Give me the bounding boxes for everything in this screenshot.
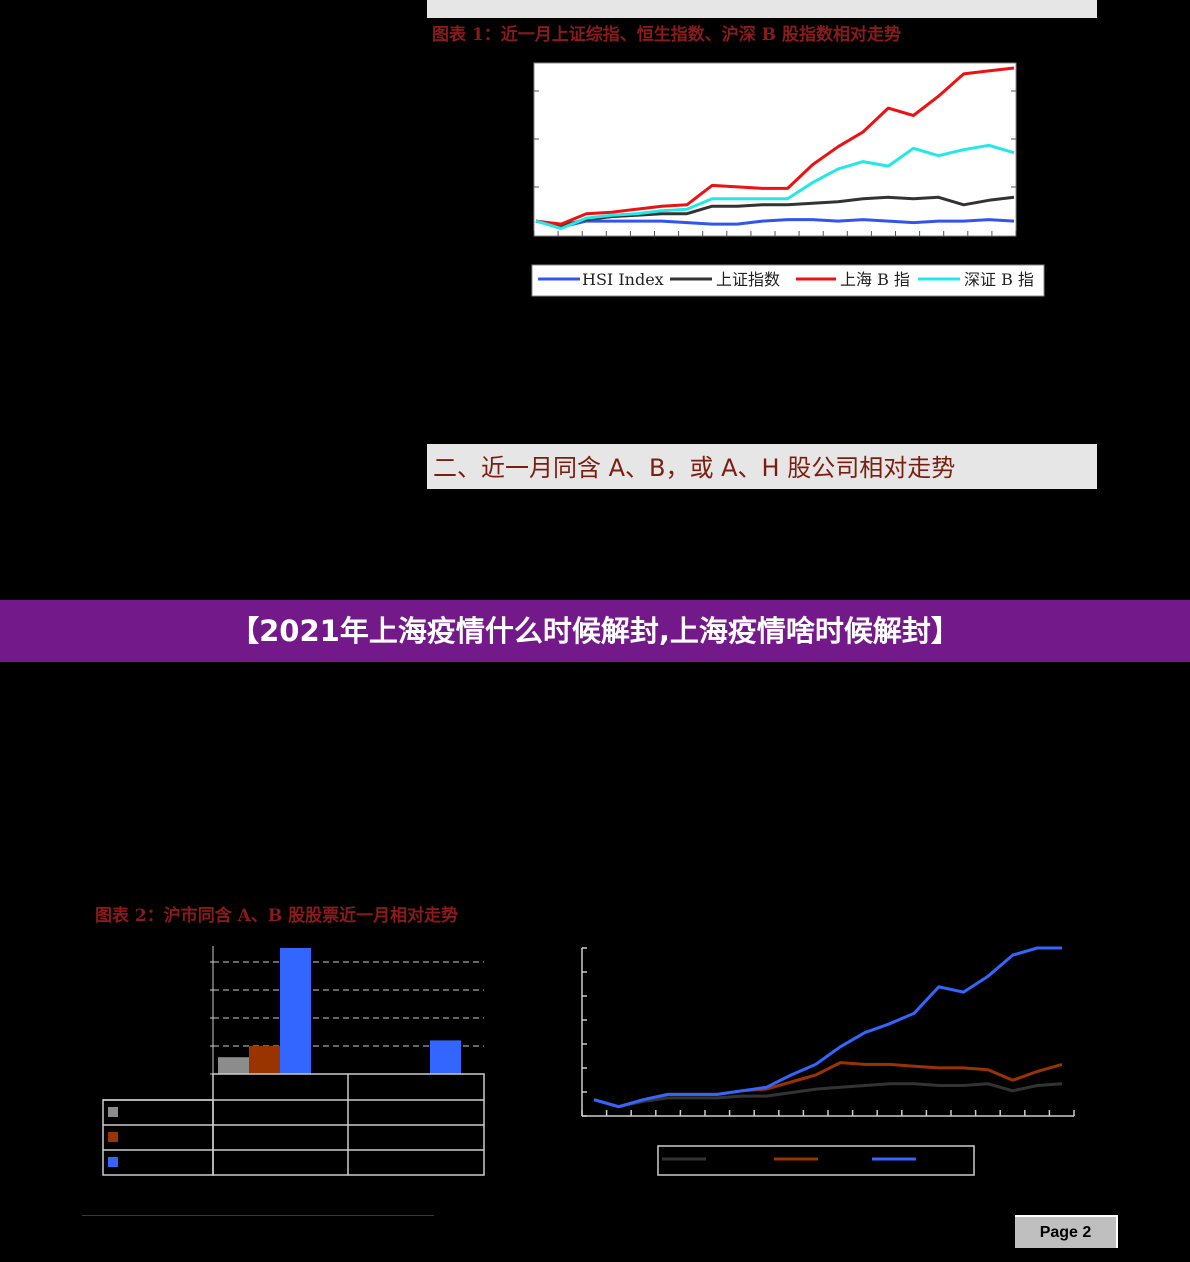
chart-2-table-legend-swatch — [108, 1132, 118, 1142]
chart-2-bar — [249, 1046, 280, 1074]
section-2-title: 二、近一月同含 A、B，或 A、H 股公司相对走势 — [433, 454, 956, 482]
chart-2-gridlines — [213, 961, 484, 1047]
chart-1-plot-area — [533, 62, 1017, 237]
chart-3-line — [581, 946, 1075, 1176]
article-title: 【2021年上海疫情什么时候解封,上海疫情啥时候解封】 — [230, 614, 960, 648]
chart-1-caption: 图表 1：近一月上证综指、恒生指数、沪深 B 股指数相对走势 — [432, 25, 901, 45]
chart-2-bar — [430, 1040, 461, 1074]
chart-3-series-line-0 — [593, 1082, 1063, 1109]
page-number: Page 2 — [1039, 1224, 1092, 1241]
chart-3-lines — [593, 946, 1063, 1109]
chart-2-table-legend-frame — [102, 1099, 214, 1176]
chart-1: HSI Index 上证指数 上海 B 指 深证 B 指 — [531, 62, 1045, 297]
section-1-header-bar — [427, 0, 1097, 18]
page-number-box: Page 2 — [1015, 1215, 1118, 1248]
chart-2-bar — [102, 946, 485, 1176]
legend-shb-label: 上海 B 指 — [840, 270, 910, 289]
chart-2-bar — [280, 948, 311, 1074]
legend-sse-label: 上证指数 — [716, 270, 780, 289]
chart-2-caption: 图表 2：沪市同含 A、B 股股票近一月相对走势 — [95, 906, 459, 926]
chart-3-axes — [581, 947, 1075, 1117]
chart-2-table-legend-swatch — [108, 1157, 118, 1167]
section-2-header-bar: 二、近一月同含 A、B，或 A、H 股公司相对走势 — [427, 444, 1097, 489]
article-title-banner: 【2021年上海疫情什么时候解封,上海疫情啥时候解封】 — [0, 600, 1190, 662]
legend-szb-label: 深证 B 指 — [964, 270, 1034, 289]
chart-1-series-line-3 — [535, 143, 1015, 230]
chart-3-series-line-2 — [593, 946, 1062, 1109]
chart-1-series-line-2 — [535, 66, 1015, 226]
chart-2-table-legend-swatch — [108, 1107, 118, 1117]
footer-rule — [82, 1215, 434, 1216]
chart-2-bars — [218, 948, 461, 1074]
chart-1-series-line-0 — [535, 218, 1015, 229]
legend-hsi-label: HSI Index — [582, 270, 664, 289]
chart-2-bar — [218, 1057, 249, 1074]
chart-1-ticks — [533, 90, 1017, 236]
chart-2-data-table — [102, 1073, 485, 1176]
chart-1-legend-entries: HSI Index 上证指数 上海 B 指 深证 B 指 — [538, 270, 1034, 289]
chart-1-lines — [535, 66, 1015, 230]
